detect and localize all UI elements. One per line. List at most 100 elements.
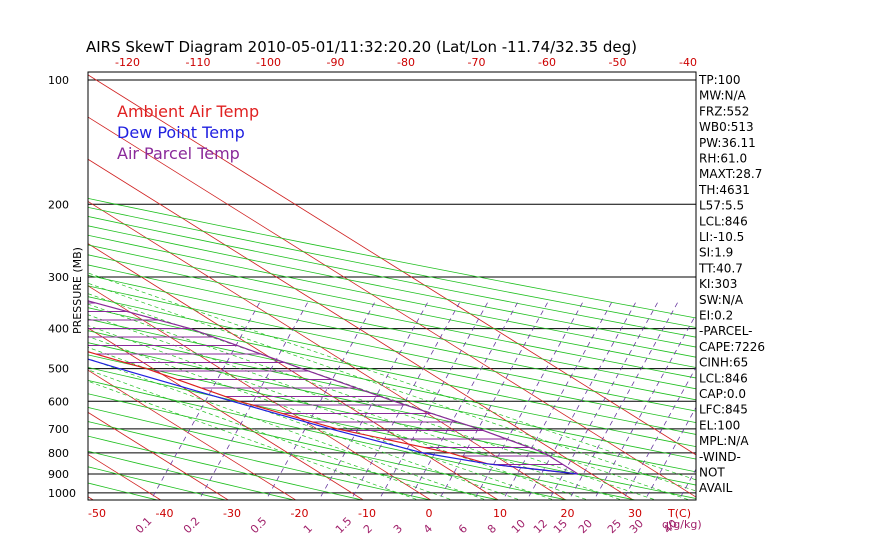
pressure-tick-label: 1000: [48, 487, 76, 500]
mixing-ratio-tick-label: 0.5: [248, 515, 270, 537]
isotherm-line: [88, 200, 566, 500]
legend-entry: Dew Point Temp: [117, 123, 245, 142]
y-axis-label: PRESSURE (MB): [71, 247, 84, 334]
top-temp-tick-label: -50: [609, 56, 627, 69]
pressure-tick-label: 300: [48, 271, 69, 284]
mixing-ratio-line: [473, 299, 585, 500]
mixing-ratio-line: [350, 299, 462, 500]
mixing-ratio-line: [502, 299, 614, 500]
bottom-temp-tick-label: -50: [88, 507, 106, 520]
mixing-ratio-line: [568, 299, 680, 500]
cape-hatching: [88, 302, 563, 465]
mixing-ratio-tick-label: 1: [301, 522, 315, 536]
dry-adiabat-line: [88, 225, 696, 348]
isotherm-line: [88, 411, 229, 500]
mixing-ratio-line: [265, 299, 377, 500]
isotherm-line: [88, 74, 696, 456]
mixing-ratio-line: [438, 299, 550, 500]
pressure-tick-label: 700: [48, 423, 69, 436]
isotherm-line: [0, 72, 26, 500]
dry-adiabat-line: [88, 421, 433, 500]
pressure-tick-label: 400: [48, 323, 69, 336]
isotherm-line: [88, 158, 634, 500]
bottom-temp-tick-label: -10: [358, 507, 376, 520]
mixing-ratio-line: [408, 299, 520, 500]
moist-adiabat-line: [88, 282, 696, 492]
top-temp-tick-label: -80: [397, 56, 415, 69]
index-item: L57:5.5: [699, 199, 744, 213]
grid-lines: [0, 72, 696, 500]
index-item: NOT: [699, 466, 725, 480]
bottom-temp-tick-label: 30: [628, 507, 642, 520]
index-item: TH:4631: [698, 183, 750, 197]
pressure-tick-label: 500: [48, 363, 69, 376]
top-temp-tick-label: -70: [468, 56, 486, 69]
chart-title: AIRS SkewT Diagram 2010-05-01/11:32:20.2…: [86, 38, 637, 56]
top-temp-tick-label: -60: [538, 56, 556, 69]
isotherm-line: [88, 243, 499, 500]
top-temp-tick-label: -90: [327, 56, 345, 69]
dry-adiabat-line: [88, 342, 696, 473]
bottom-temp-tick-label: -30: [223, 507, 241, 520]
top-temp-tick-label: -110: [186, 56, 211, 69]
mixing-ratio-tick-label: 8: [485, 522, 499, 536]
mixing-ratio-line: [548, 299, 660, 500]
mixing-ratio-line: [150, 299, 262, 500]
dry-adiabat-line: [88, 296, 696, 424]
index-item: LCL:846: [699, 214, 748, 228]
index-item: LCL:846: [699, 371, 748, 385]
mixing-ratio-tick-label: 12: [531, 517, 550, 536]
top-temp-tick-label: -100: [256, 56, 281, 69]
isotherm-line: [88, 327, 364, 500]
pressure-tick-label: 600: [48, 395, 69, 408]
mixing-ratio-line: [526, 299, 638, 500]
pressure-tick-label: 200: [48, 198, 69, 211]
mixing-ratio-tick-label: 10: [509, 517, 528, 536]
index-item: FRZ:552: [699, 104, 749, 118]
mixing-ratio-tick-label: 1.5: [333, 515, 355, 537]
legend-entry: Ambient Air Temp: [117, 102, 259, 121]
dry-adiabat-line: [88, 234, 696, 358]
mixing-ratio-tick-label: 4: [421, 522, 435, 536]
top-temp-tick-label: -40: [679, 56, 697, 69]
mixing-ratio-tick-label: 0.2: [181, 515, 203, 537]
moist-adiabat-line: [88, 380, 420, 500]
index-item: LFC:845: [699, 403, 748, 417]
index-item: MW:N/A: [699, 89, 747, 103]
legend: Ambient Air Temp Dew Point Temp Air Parcel…: [117, 102, 259, 163]
moist-adiabat-line: [88, 303, 657, 500]
index-item: CAP:0.0: [699, 387, 746, 401]
index-item: SI:1.9: [699, 246, 733, 260]
index-item: RH:61.0: [699, 152, 747, 166]
pressure-tick-label: 100: [48, 74, 69, 87]
mixing-ratio-tick-label: 20: [576, 517, 595, 536]
dry-adiabat-line: [88, 206, 696, 328]
profile-lines: [88, 300, 579, 475]
dry-adiabat-line: [88, 450, 296, 500]
dry-adiabat-line: [88, 285, 696, 412]
dry-adiabat-line: [88, 466, 228, 500]
dry-adiabat-line: [88, 393, 569, 500]
pressure-tick-label: 900: [48, 468, 69, 481]
dry-adiabat-line: [88, 379, 638, 500]
index-item: -PARCEL-: [699, 324, 753, 338]
index-item: EI:0.2: [699, 309, 733, 323]
bottom-temp-unit: T(C): [667, 507, 691, 520]
moist-adiabat-line: [88, 314, 623, 500]
index-item: TT:40.7: [698, 261, 743, 275]
mixing-ratio-tick-label: 25: [605, 517, 624, 536]
index-item: LI:-10.5: [699, 230, 744, 244]
dry-adiabat-line: [88, 274, 696, 401]
dry-adiabat-line: [88, 197, 696, 319]
moist-adiabat-line: [88, 272, 696, 481]
mixing-ratio-line: [318, 299, 430, 500]
index-item: PW:36.11: [699, 136, 756, 150]
bottom-temp-tick-label: 20: [561, 507, 575, 520]
index-item: CINH:65: [699, 356, 748, 370]
moist-adiabat-line: [88, 358, 488, 500]
top-temp-tick-label: -120: [115, 56, 140, 69]
bottom-temp-tick-label: 0: [426, 507, 433, 520]
dry-adiabat-line: [88, 318, 696, 448]
